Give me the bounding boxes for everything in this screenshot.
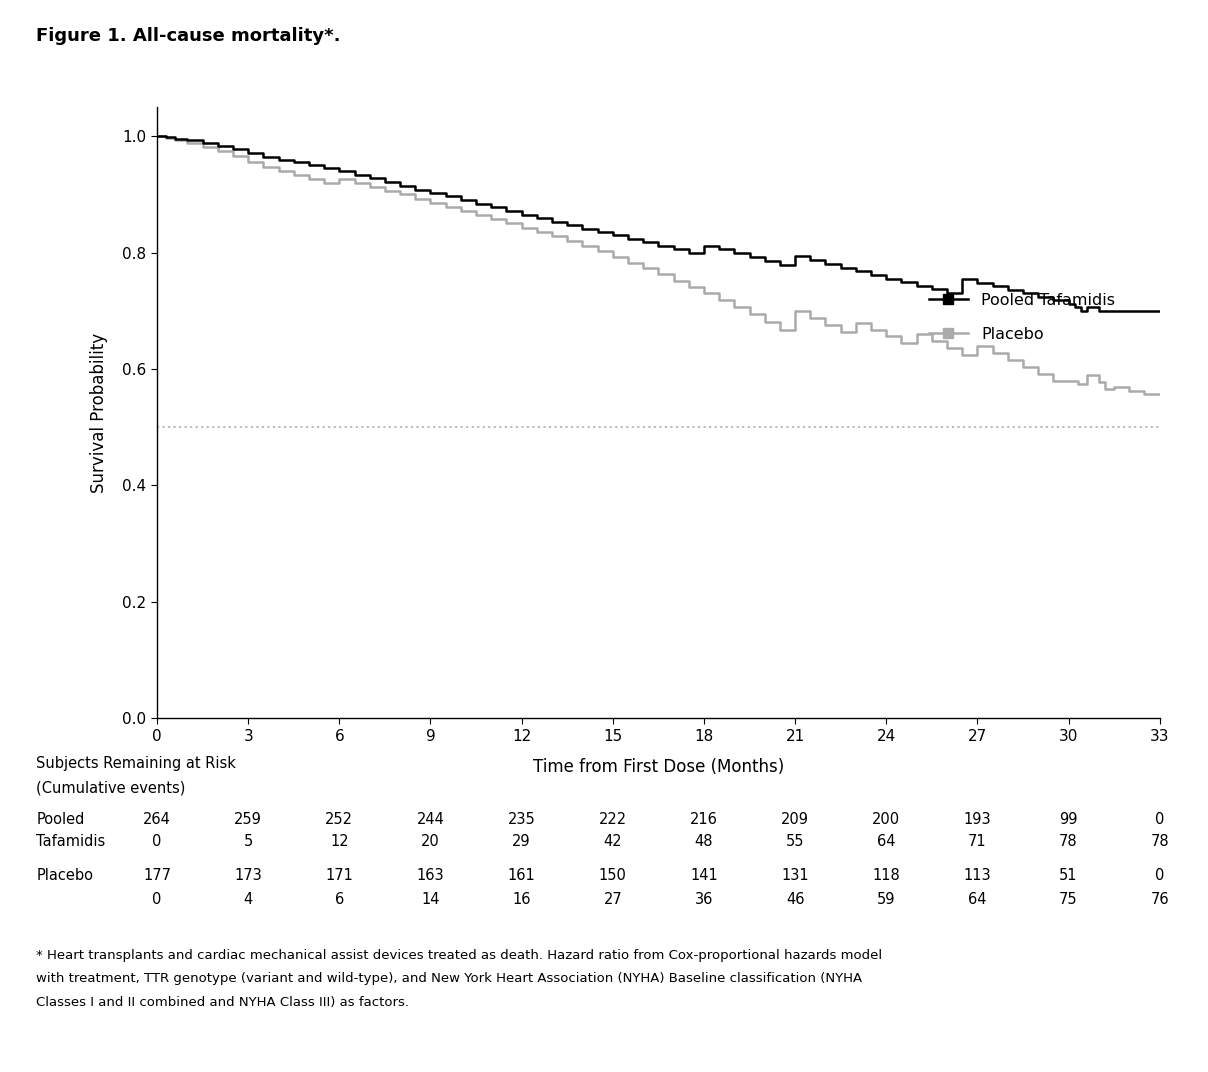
Text: 173: 173 xyxy=(234,868,262,883)
Text: 16: 16 xyxy=(512,892,530,907)
Text: (Cumulative events): (Cumulative events) xyxy=(36,780,186,795)
Text: 29: 29 xyxy=(512,834,532,849)
Text: 75: 75 xyxy=(1059,892,1078,907)
Text: Placebo: Placebo xyxy=(36,868,93,883)
Text: 0: 0 xyxy=(1155,868,1165,883)
Text: 64: 64 xyxy=(877,834,895,849)
Text: 6: 6 xyxy=(335,892,344,907)
Text: 12: 12 xyxy=(330,834,349,849)
Text: 0: 0 xyxy=(1155,812,1165,827)
Text: 48: 48 xyxy=(695,834,713,849)
Text: 51: 51 xyxy=(1059,868,1078,883)
Text: 5: 5 xyxy=(244,834,252,849)
Text: 46: 46 xyxy=(786,892,805,907)
Text: 252: 252 xyxy=(325,812,353,827)
Text: 177: 177 xyxy=(143,868,172,883)
Text: 264: 264 xyxy=(143,812,172,827)
Text: 113: 113 xyxy=(964,868,992,883)
Text: 59: 59 xyxy=(877,892,895,907)
Text: 78: 78 xyxy=(1150,834,1169,849)
Text: * Heart transplants and cardiac mechanical assist devices treated as death. Haza: * Heart transplants and cardiac mechanic… xyxy=(36,949,882,962)
Text: 64: 64 xyxy=(968,892,987,907)
Text: 216: 216 xyxy=(690,812,718,827)
Text: 36: 36 xyxy=(695,892,713,907)
Text: 244: 244 xyxy=(417,812,445,827)
Text: 0: 0 xyxy=(152,834,162,849)
Text: 42: 42 xyxy=(604,834,622,849)
Text: 78: 78 xyxy=(1059,834,1078,849)
Text: 150: 150 xyxy=(599,868,627,883)
Text: 71: 71 xyxy=(968,834,987,849)
Text: 0: 0 xyxy=(152,892,162,907)
Text: 209: 209 xyxy=(782,812,809,827)
Text: Tafamidis: Tafamidis xyxy=(36,834,105,849)
Text: 20: 20 xyxy=(422,834,440,849)
Text: 55: 55 xyxy=(786,834,805,849)
Text: 193: 193 xyxy=(964,812,992,827)
Text: 171: 171 xyxy=(325,868,353,883)
Text: 14: 14 xyxy=(422,892,440,907)
Text: 118: 118 xyxy=(872,868,900,883)
Text: Classes I and II combined and NYHA Class III) as factors.: Classes I and II combined and NYHA Class… xyxy=(36,996,410,1009)
Text: Subjects Remaining at Risk: Subjects Remaining at Risk xyxy=(36,756,236,771)
Text: 99: 99 xyxy=(1059,812,1078,827)
Legend: Pooled Tafamidis, Placebo: Pooled Tafamidis, Placebo xyxy=(922,286,1121,348)
Text: 259: 259 xyxy=(234,812,262,827)
Y-axis label: Survival Probability: Survival Probability xyxy=(91,332,109,493)
Text: 163: 163 xyxy=(417,868,445,883)
Text: Figure 1. All-cause mortality*.: Figure 1. All-cause mortality*. xyxy=(36,27,341,45)
Text: 27: 27 xyxy=(604,892,622,907)
Text: 4: 4 xyxy=(244,892,252,907)
Text: 141: 141 xyxy=(690,868,718,883)
Text: 131: 131 xyxy=(782,868,809,883)
X-axis label: Time from First Dose (Months): Time from First Dose (Months) xyxy=(533,758,784,775)
Text: 222: 222 xyxy=(599,812,627,827)
Text: 200: 200 xyxy=(872,812,900,827)
Text: 76: 76 xyxy=(1150,892,1169,907)
Text: 161: 161 xyxy=(507,868,535,883)
Text: Pooled: Pooled xyxy=(36,812,85,827)
Text: with treatment, TTR genotype (variant and wild-type), and New York Heart Associa: with treatment, TTR genotype (variant an… xyxy=(36,972,863,985)
Text: 235: 235 xyxy=(507,812,535,827)
